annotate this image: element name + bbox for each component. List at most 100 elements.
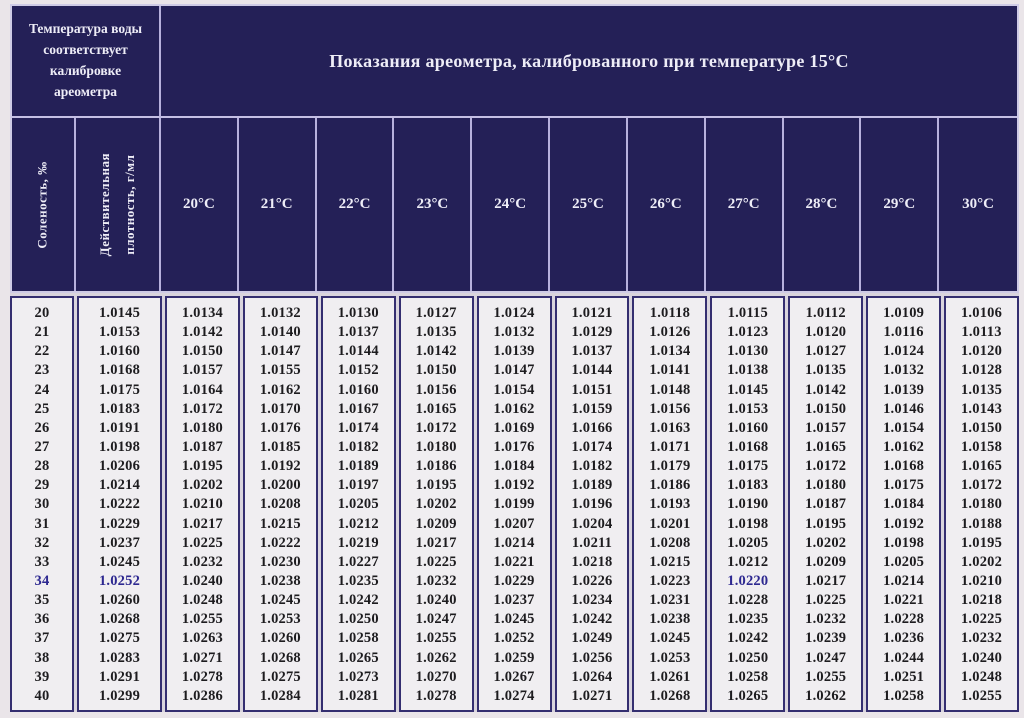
table-cell: 1.0229 xyxy=(98,515,141,532)
table-cell: 1.0167 xyxy=(337,400,379,417)
table-cell: 1.0195 xyxy=(181,458,223,475)
table-cell: 1.0159 xyxy=(571,400,613,417)
table-cell: 29 xyxy=(34,477,50,494)
table-cell: 1.0232 xyxy=(181,553,223,570)
table-cell: 1.0240 xyxy=(960,649,1003,666)
table-cell: 1.0158 xyxy=(960,439,1003,456)
table-cell: 1.0218 xyxy=(571,553,613,570)
table-cell: 1.0214 xyxy=(493,534,535,551)
table-cell: 23 xyxy=(34,362,50,379)
table-cell: 1.0162 xyxy=(883,439,925,456)
table-cell: 1.0208 xyxy=(259,496,301,513)
table-cell: 33 xyxy=(34,553,50,570)
table-cell: 1.0221 xyxy=(493,553,535,570)
table-cell: 1.0250 xyxy=(337,611,379,628)
table-cell: 1.0245 xyxy=(649,630,691,647)
table-cell: 1.0156 xyxy=(415,381,457,398)
table-cell: 1.0218 xyxy=(960,592,1003,609)
table-cell: 1.0268 xyxy=(649,687,691,704)
table-cell: 1.0176 xyxy=(259,419,301,436)
table-cell: 1.0154 xyxy=(883,419,925,436)
table-cell: 1.0270 xyxy=(415,668,457,685)
table-cell: 1.0204 xyxy=(571,515,613,532)
table-cell: 1.0192 xyxy=(259,458,301,475)
table-cell: 1.0137 xyxy=(571,343,613,360)
table-cell: 1.0187 xyxy=(181,439,223,456)
table-cell: 28 xyxy=(34,458,50,475)
table-cell: 1.0238 xyxy=(649,611,691,628)
main-title: Показания ареометра, калиброванного при … xyxy=(161,6,1017,118)
table-cell: 1.0255 xyxy=(181,611,223,628)
table-cell: 1.0139 xyxy=(883,381,925,398)
table-cell: 36 xyxy=(34,611,50,628)
table-cell: 1.0152 xyxy=(337,362,379,379)
highlighted-table-cell: 1.0252 xyxy=(98,573,141,590)
temp-column-header-30c: 30°С xyxy=(962,196,994,212)
table-cell: 1.0245 xyxy=(98,553,141,570)
table-cell: 1.0219 xyxy=(337,534,379,551)
salinity-header-label: Соленость, ‰ xyxy=(35,160,50,249)
data-column-21c: 1.0132 1.0140 1.0147 1.0155 1.0162 1.0170 1.01… xyxy=(242,296,318,712)
table-cell: 1.0227 xyxy=(337,553,379,570)
table-cell: 1.0215 xyxy=(259,515,301,532)
data-column-22c: 1.0130 1.0137 1.0144 1.0152 1.0160 1.0167 1.01… xyxy=(320,296,396,712)
hydrometer-table: Температура воды соответствует калибровк… xyxy=(10,4,1019,712)
table-cell: 1.0258 xyxy=(727,668,769,685)
table-cell: 39 xyxy=(34,668,50,685)
table-cell: 1.0240 xyxy=(415,592,457,609)
table-cell: 1.0222 xyxy=(98,496,141,513)
temp-column-header-22c: 22°С xyxy=(317,118,395,291)
table-cell: 1.0214 xyxy=(883,573,925,590)
table-cell: 1.0284 xyxy=(259,687,301,704)
table-cell: 1.0187 xyxy=(805,496,847,513)
data-column-density: 1.0145 1.0153 1.0160 1.0168 1.0175 1.0183 1.01… xyxy=(77,296,162,712)
table-cell: 1.0209 xyxy=(415,515,457,532)
table-header: Температура воды соответствует калибровк… xyxy=(10,4,1019,293)
table-cell: 1.0229 xyxy=(493,573,535,590)
table-cell: 1.0160 xyxy=(727,419,769,436)
table-cell: 1.0205 xyxy=(883,553,925,570)
table-cell: 1.0235 xyxy=(337,573,379,590)
table-cell: 1.0179 xyxy=(649,458,691,475)
table-cell: 1.0202 xyxy=(181,477,223,494)
table-cell: 1.0268 xyxy=(98,611,141,628)
table-cell: 1.0142 xyxy=(415,343,457,360)
table-cell: 1.0185 xyxy=(259,439,301,456)
table-cell: 1.0129 xyxy=(571,324,613,341)
table-cell: 1.0245 xyxy=(259,592,301,609)
table-cell: 1.0120 xyxy=(805,324,847,341)
highlighted-table-cell: 34 xyxy=(34,573,50,590)
table-cell: 1.0202 xyxy=(415,496,457,513)
table-cell: 1.0228 xyxy=(883,611,925,628)
table-cell: 32 xyxy=(34,534,50,551)
table-cell: 1.0242 xyxy=(337,592,379,609)
table-cell: 1.0240 xyxy=(181,573,223,590)
table-cell: 1.0145 xyxy=(98,305,141,322)
table-cell: 1.0299 xyxy=(98,687,141,704)
table-cell: 1.0139 xyxy=(493,343,535,360)
table-cell: 1.0180 xyxy=(960,496,1003,513)
table-cell: 1.0184 xyxy=(883,496,925,513)
table-cell: 1.0166 xyxy=(571,419,613,436)
table-cell: 1.0205 xyxy=(337,496,379,513)
table-cell: 1.0222 xyxy=(259,534,301,551)
highlighted-table-cell: 1.0220 xyxy=(727,573,769,590)
table-cell: 1.0283 xyxy=(98,649,141,666)
table-cell: 1.0237 xyxy=(98,534,141,551)
table-cell: 1.0258 xyxy=(883,687,925,704)
table-cell: 1.0202 xyxy=(960,553,1003,570)
table-cell: 1.0189 xyxy=(571,477,613,494)
table-cell: 1.0205 xyxy=(727,534,769,551)
table-cell: 38 xyxy=(34,649,50,666)
table-cell: 1.0225 xyxy=(415,553,457,570)
table-cell: 1.0210 xyxy=(960,573,1003,590)
table-cell: 1.0267 xyxy=(493,668,535,685)
table-cell: 1.0195 xyxy=(805,515,847,532)
table-cell: 1.0278 xyxy=(181,668,223,685)
table-cell: 1.0223 xyxy=(649,573,691,590)
table-cell: 1.0251 xyxy=(883,668,925,685)
table-cell: 1.0157 xyxy=(181,362,223,379)
temp-column-header-29c: 29°С xyxy=(861,118,940,291)
table-cell: 1.0147 xyxy=(259,343,301,360)
table-cell: 1.0146 xyxy=(883,400,925,417)
